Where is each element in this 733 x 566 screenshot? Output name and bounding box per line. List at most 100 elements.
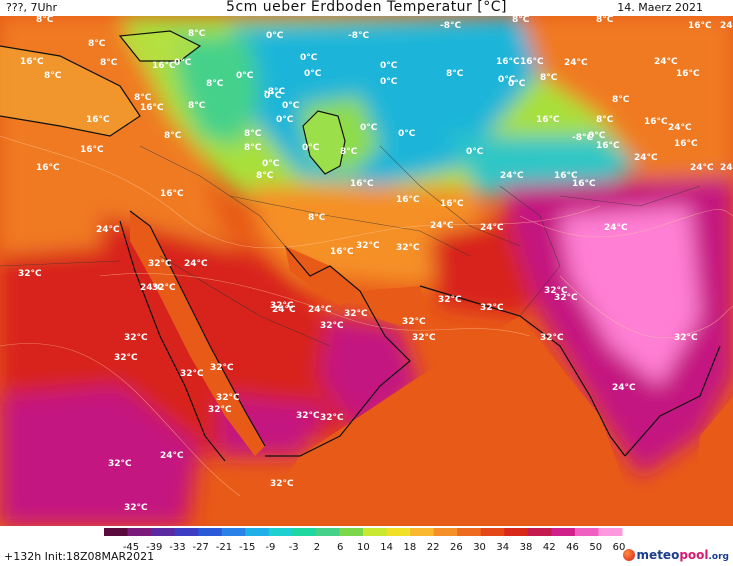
temperature-label: 24°C (668, 123, 692, 133)
temperature-label: 32°C (124, 333, 148, 343)
scale-swatch (551, 528, 576, 536)
scale-swatch (268, 528, 293, 536)
temperature-label: 0°C (380, 61, 398, 71)
temperature-label: 0°C (304, 69, 322, 79)
temperature-label: -8°C (440, 21, 461, 31)
temperature-label: 8°C (100, 58, 118, 68)
scale-tick-label: 10 (357, 542, 370, 553)
temperature-label: 0°C (466, 147, 484, 157)
scale-swatch (174, 528, 199, 536)
logo-tld: .org (708, 552, 729, 562)
scale-tick-label: 14 (380, 542, 393, 553)
india-hottest (560, 206, 700, 386)
temperature-label: 32°C (480, 303, 504, 313)
scale-tick-label: -3 (288, 542, 299, 553)
scale-swatch (292, 528, 317, 536)
borders (0, 145, 701, 347)
temperature-label: 8°C (188, 101, 206, 111)
arabian-sea (250, 316, 640, 526)
scale-tick-label: 60 (612, 542, 626, 553)
temperature-label: 32°C (544, 286, 568, 296)
temperature-label: -8°C (572, 133, 593, 143)
temperature-label: 16°C (330, 247, 354, 257)
scale-tick-label: 42 (542, 542, 556, 553)
scale-tick-label: -9 (265, 542, 276, 553)
temperature-label: 16°C (36, 163, 60, 173)
temperature-label: 16°C (596, 141, 620, 151)
temperature-label: 8°C (188, 29, 206, 39)
temperature-label: 8°C (244, 129, 262, 139)
temperature-label: 16°C (20, 57, 44, 67)
temperature-label: 0°C (264, 91, 282, 101)
temperature-label: 32°C (320, 413, 344, 423)
temperature-label: 8°C (88, 39, 106, 49)
temperature-label: 16°C (396, 195, 420, 205)
temperature-label: 24°C (654, 57, 678, 67)
temperature-label: 16°C (644, 117, 668, 127)
temperature-label: 32°C (320, 321, 344, 331)
bay-of-bengal (690, 396, 733, 526)
temperature-label: 16°C (80, 145, 104, 155)
temperature-label: 16°C (140, 103, 164, 113)
temperature-label: 32°C (438, 295, 462, 305)
scale-swatch (198, 528, 223, 536)
scale-tick-label: 2 (313, 542, 321, 553)
temperature-label: 0°C (588, 131, 606, 141)
temperature-label: 8°C (446, 69, 464, 79)
scale-swatch (480, 528, 505, 536)
temperature-label: 32°C (674, 333, 698, 343)
header: ???, 7Uhr 5cm ueber Erdboden Temperatur … (0, 0, 733, 16)
temperature-label: 32°C (540, 333, 564, 343)
scale-tick-label: -45 (122, 542, 140, 553)
temperature-label: 32°C (554, 293, 578, 303)
temperature-label: 8°C (340, 147, 358, 157)
temperature-label: 8°C (612, 95, 630, 105)
scale-tick-label: 6 (336, 542, 344, 553)
temperature-label: 0°C (508, 79, 526, 89)
temperature-label: 16°C (554, 171, 578, 181)
temperature-label: 24°C (500, 171, 524, 181)
temperature-label: 16°C (160, 189, 184, 199)
temperature-label: 32°C (412, 333, 436, 343)
temperature-label: 0°C (360, 123, 378, 133)
temperature-label: 32°C (344, 309, 368, 319)
gulf-of-oman (360, 286, 430, 326)
scale-swatch (504, 528, 529, 536)
temperature-label: 32°C (216, 393, 240, 403)
scale-tick-label: 34 (496, 542, 510, 553)
logo-icon (622, 549, 635, 561)
scale-tick-label: -15 (239, 542, 256, 553)
temperature-label: 24°C (140, 283, 164, 293)
temperature-label: 8°C (36, 16, 54, 25)
temperature-label: 0°C (498, 75, 516, 85)
coastlines (0, 30, 721, 462)
temperature-label: 24°C (430, 221, 454, 231)
temperature-label: 32°C (270, 301, 294, 311)
weekday-time: ???, 7Uhr (6, 1, 58, 14)
temperature-label: 24°C (308, 305, 332, 315)
temperature-label: 0°C (262, 159, 280, 169)
temperature-label: 8°C (244, 143, 262, 153)
temperature-label: -8°C (264, 87, 285, 97)
scale-swatch (386, 528, 411, 536)
temperature-label: 24°C (480, 223, 504, 233)
temperature-label: 24°C (634, 153, 658, 163)
scale-swatch (363, 528, 388, 536)
caspian-sea (303, 111, 345, 174)
temperature-label: 0°C (276, 115, 294, 125)
temperature-label: -8°C (348, 31, 369, 41)
temperature-label: 32°C (148, 259, 172, 269)
scale-swatch (433, 528, 458, 536)
temperature-map: 8°C8°C8°C0°C-8°C-8°C8°C16°C24°C16°C8°C16… (0, 16, 733, 526)
scale-swatch (410, 528, 435, 536)
temperature-label: 8°C (596, 16, 614, 25)
scale-tick-label: -21 (215, 542, 233, 553)
scale-tick-label: 18 (403, 542, 417, 553)
forecast-date: 14. Maerz 2021 (617, 1, 703, 14)
temperature-label: 0°C (302, 143, 320, 153)
meteopool-logo[interactable]: meteopool.org (622, 548, 729, 562)
temperature-label: 32°C (18, 269, 42, 279)
persian-gulf (285, 246, 360, 306)
temperature-label: 24°C (612, 383, 636, 393)
scale-tick-label: 46 (566, 542, 579, 553)
